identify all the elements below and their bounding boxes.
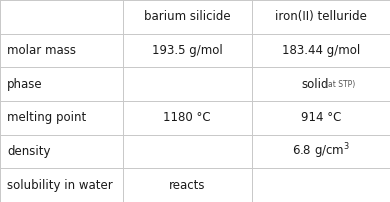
Text: 193.5 g/mol: 193.5 g/mol (152, 44, 223, 57)
Text: melting point: melting point (7, 111, 86, 124)
Text: phase: phase (7, 78, 43, 91)
Text: solubility in water: solubility in water (7, 179, 113, 192)
Text: molar mass: molar mass (7, 44, 76, 57)
Text: density: density (7, 145, 51, 158)
Text: reacts: reacts (169, 179, 206, 192)
Text: 6.8 g/cm$^{3}$: 6.8 g/cm$^{3}$ (292, 142, 350, 161)
Text: (at STP): (at STP) (325, 80, 356, 89)
Text: barium silicide: barium silicide (144, 10, 230, 23)
Text: 914 °C: 914 °C (301, 111, 341, 124)
Text: iron(II) telluride: iron(II) telluride (275, 10, 367, 23)
Text: solid: solid (301, 78, 329, 91)
Text: 183.44 g/mol: 183.44 g/mol (282, 44, 360, 57)
Text: 1180 °C: 1180 °C (163, 111, 211, 124)
